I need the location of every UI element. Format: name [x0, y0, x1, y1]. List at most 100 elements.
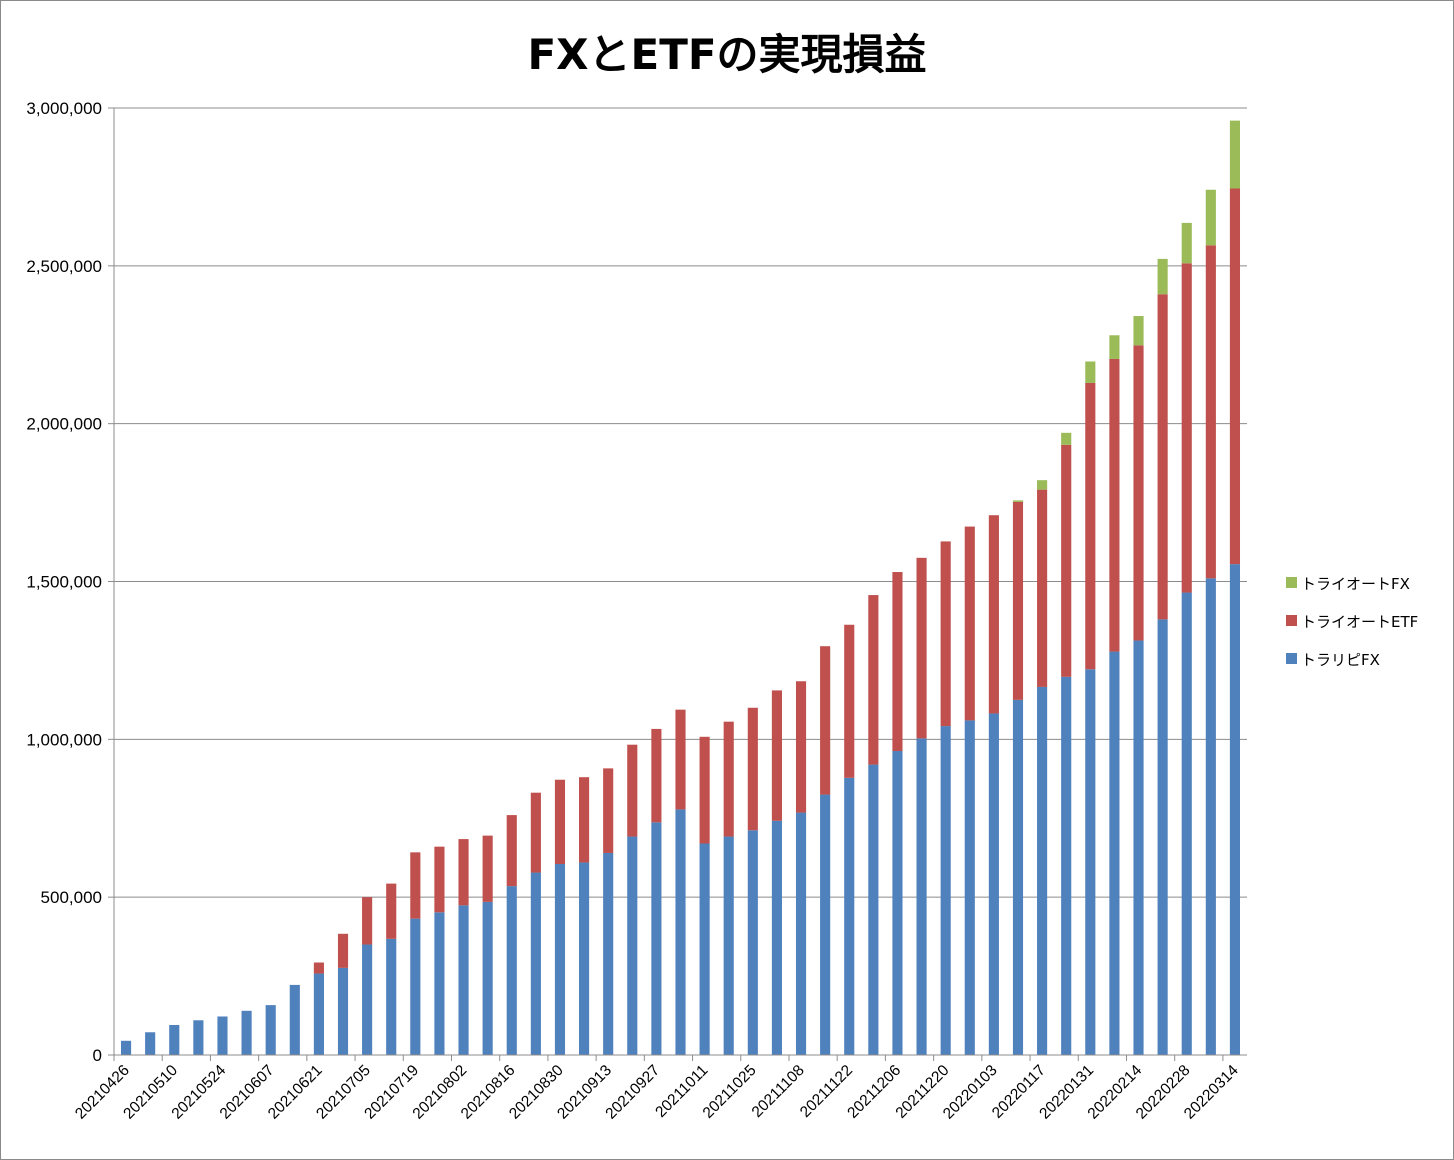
axes [113, 108, 1247, 1061]
bar-segment [1109, 651, 1120, 1055]
bar-segment [554, 779, 566, 865]
bar-segment [1061, 432, 1072, 445]
bar-segment [699, 736, 710, 844]
bar-segment [627, 836, 638, 1055]
bar-segment [506, 815, 517, 887]
bar-segment [289, 984, 300, 1055]
bar-segment [1061, 676, 1072, 1055]
bar-segment [723, 721, 734, 837]
bar-segment [1229, 120, 1241, 189]
bar-segment [940, 541, 951, 727]
bar-segment [1012, 500, 1024, 502]
bar-segment [868, 595, 879, 765]
bar-segment [1085, 382, 1096, 670]
bar-segment [1205, 245, 1216, 579]
bar-segment [1133, 640, 1144, 1055]
bar-segment [386, 883, 397, 939]
bar-segment [916, 557, 927, 739]
bar-segment [964, 720, 975, 1055]
y-axis-tick-labels: 0 500,000 1,000,000 1,500,000 2,000,000 2,500… [26, 99, 102, 1065]
bar-segment [1109, 335, 1120, 359]
bar-segment [795, 681, 807, 813]
bar-segment [265, 1005, 276, 1055]
bar-segment [579, 777, 590, 863]
bar-segment [1157, 258, 1168, 295]
bar-segment [362, 897, 373, 945]
bar-segment [313, 962, 324, 974]
bar-segment [386, 938, 397, 1055]
bar-segment [1205, 578, 1216, 1055]
bar-segment [458, 839, 469, 906]
bar-segment [916, 738, 927, 1055]
legend: トライオートFX トライオートETF トラリピFX [1286, 575, 1418, 669]
bar-segment [771, 820, 782, 1055]
bar-segment [675, 709, 686, 810]
bar-segment [313, 973, 324, 1055]
bar-segment [892, 751, 903, 1055]
bar-segment [747, 830, 758, 1055]
bar-segment [964, 526, 975, 721]
x-tick-label: 20211025 [700, 1062, 760, 1122]
bar-segment [434, 912, 445, 1055]
bar-segment [1229, 564, 1241, 1055]
bar-segment [820, 646, 831, 795]
bar-segment [651, 822, 662, 1055]
bar-segment [554, 864, 566, 1055]
y-tick-label: 1,000,000 [26, 730, 102, 749]
bar-segment [362, 944, 373, 1055]
bar-segment [1133, 345, 1144, 641]
chart-title: FXとETFの実現損益 [527, 30, 926, 79]
bar-segment [603, 768, 614, 853]
bar-segment [193, 1020, 204, 1055]
bar-segment [868, 764, 879, 1055]
bar-segment [530, 872, 541, 1055]
y-tick-label: 500,000 [41, 888, 102, 907]
bar-segment [940, 726, 951, 1055]
legend-swatch [1286, 577, 1297, 588]
bar-segment [675, 809, 686, 1055]
bar-segment [410, 918, 421, 1055]
bar-segment [482, 835, 493, 902]
legend-swatch [1286, 653, 1297, 664]
x-axis-tick-labels: 2021042620210510202105242021060720210621… [72, 1062, 1242, 1123]
bar-segment [892, 572, 903, 752]
y-tick-label: 2,500,000 [26, 257, 102, 276]
bar-segment [506, 886, 517, 1055]
legend-label: トライオートETF [1301, 613, 1418, 631]
bar-segment [747, 707, 758, 831]
bar-segment [434, 846, 445, 913]
legend-swatch [1286, 615, 1297, 626]
bar-segment [1037, 686, 1048, 1055]
y-tick-label: 3,000,000 [26, 99, 102, 118]
bar-segment [1085, 361, 1096, 383]
bar-segment [699, 843, 710, 1055]
bar-segment [988, 713, 999, 1055]
bar-segment [1229, 188, 1241, 565]
bar-segment [1181, 263, 1192, 593]
legend-label: トラリピFX [1301, 651, 1380, 669]
bar-segment [579, 862, 590, 1055]
bar-segment [145, 1032, 156, 1055]
grid-lines [108, 107, 1247, 1056]
bar-segment [410, 852, 421, 919]
bar-segment [1109, 358, 1120, 652]
bar-segment [1133, 316, 1144, 346]
bar-segment [844, 624, 855, 778]
bar-segment [1181, 592, 1192, 1055]
bar-segment [1181, 222, 1192, 264]
bar-segment [1157, 619, 1168, 1055]
bar-segment [795, 812, 807, 1055]
bar-segment [988, 515, 999, 714]
bar-segment [1205, 189, 1216, 246]
bars [120, 120, 1241, 1055]
y-tick-label: 0 [93, 1046, 102, 1065]
bar-segment [820, 794, 831, 1055]
y-tick-label: 2,000,000 [26, 415, 102, 434]
bar-segment [1037, 489, 1048, 687]
bar-segment [603, 852, 614, 1055]
bar-segment [1061, 444, 1072, 677]
bar-segment [771, 690, 782, 821]
bar-segment [1157, 294, 1168, 620]
